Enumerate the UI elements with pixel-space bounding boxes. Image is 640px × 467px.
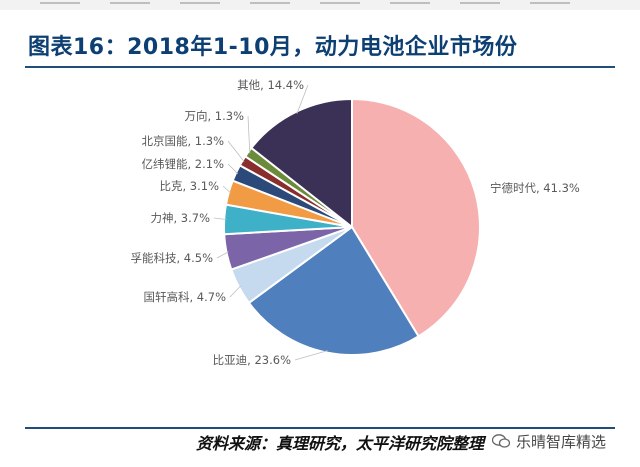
slice-label: 宁德时代, 41.3% <box>490 181 580 195</box>
slice-label: 其他, 14.4% <box>237 78 304 92</box>
leader-line <box>247 115 251 154</box>
title-rule <box>25 66 615 68</box>
leader-line <box>296 84 309 114</box>
leader-line <box>227 163 239 174</box>
top-dash <box>530 2 570 4</box>
slice-label: 万向, 1.3% <box>184 109 244 123</box>
slice-label: 亿纬锂能, 2.1% <box>141 157 224 171</box>
source-rule <box>25 427 615 429</box>
source-note: 资料来源：真理研究，太平洋研究院整理 <box>196 434 485 453</box>
leader-line <box>294 350 328 361</box>
top-dash <box>390 2 430 4</box>
leader-line <box>222 185 231 194</box>
pie-slice <box>249 97 353 230</box>
slice-label: 比亚迪, 23.6% <box>213 353 291 367</box>
top-dash <box>110 2 150 4</box>
chart-title: 图表16：2018年1-10月，动力电池企业市场份 <box>28 35 518 60</box>
wechat-icon <box>492 434 510 448</box>
slice-label: 孚能科技, 4.5% <box>130 251 213 265</box>
top-dash <box>40 2 80 4</box>
top-dash <box>180 2 220 4</box>
pie-labels: 宁德时代, 41.3% 比亚迪, 23.6% 国轩高科, 4.7% 孚能科技, 4.5… <box>130 78 579 367</box>
top-dash <box>460 2 500 4</box>
leader-line <box>229 285 241 298</box>
pie-leader-lines <box>213 84 328 361</box>
pie-slice <box>247 225 420 356</box>
top-dash <box>250 2 290 4</box>
top-decoration-bar <box>0 0 640 10</box>
watermark: 乐晴智库精选 <box>492 430 606 452</box>
slice-label: 北京国能, 1.3% <box>141 134 224 148</box>
leader-line <box>213 217 227 220</box>
watermark-text: 乐晴智库精选 <box>516 432 607 451</box>
leader-line <box>216 251 229 259</box>
leader-line <box>227 140 245 163</box>
pie-slices <box>222 97 481 356</box>
slice-label: 比克, 3.1% <box>159 179 219 193</box>
top-dash <box>320 2 360 4</box>
slice-label: 国轩高科, 4.7% <box>143 290 226 304</box>
slice-label: 力神, 3.7% <box>150 211 210 225</box>
pie-slice <box>351 97 481 338</box>
